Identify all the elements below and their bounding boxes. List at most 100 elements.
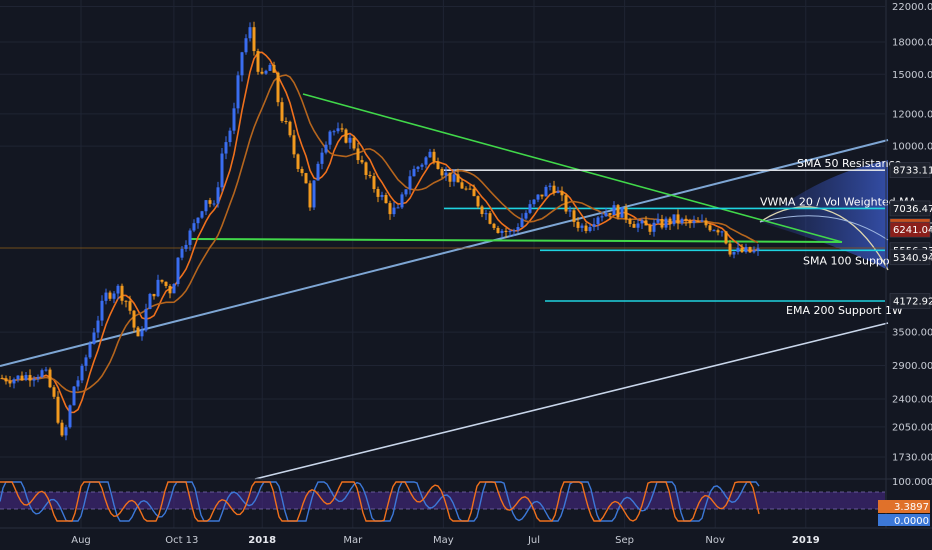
candle-up: [596, 217, 600, 225]
candle-down: [448, 172, 452, 182]
candle-down: [748, 247, 752, 253]
price-tick-label: 10000.00: [892, 142, 932, 153]
candle-down: [572, 210, 576, 222]
candle-down: [480, 206, 484, 215]
candle-up: [228, 130, 232, 143]
level-tag: [889, 293, 931, 309]
time-tick-label: Jul: [527, 535, 540, 546]
candle-up: [172, 284, 176, 294]
candle-down: [108, 292, 112, 299]
oscillator-value-b: 0.0000: [894, 516, 929, 527]
candle-down: [164, 281, 168, 286]
price-tag-label: 6241.04: [893, 225, 932, 236]
candle-up: [720, 231, 724, 233]
candle-down: [688, 220, 692, 224]
candle-up: [112, 293, 116, 299]
level-tag-label: 8733.11: [893, 166, 932, 177]
candle-up: [752, 250, 756, 253]
ma-slow-line: [1, 74, 759, 394]
candle-up: [212, 203, 216, 205]
candle-down: [708, 225, 712, 231]
candle-up: [184, 244, 188, 249]
candle-down: [276, 72, 280, 103]
candle-down: [384, 195, 388, 204]
candle-up: [312, 180, 316, 208]
candle-up: [664, 218, 668, 228]
candle-up: [672, 214, 676, 225]
candle-up: [756, 248, 760, 251]
candle-up: [600, 216, 604, 218]
candle-up: [416, 166, 420, 169]
candle-down: [280, 102, 284, 121]
candle-down: [272, 64, 276, 73]
oscillator-tag-a: [890, 500, 930, 513]
candle-up: [224, 142, 228, 154]
level-lines: [444, 169, 885, 302]
candle-up: [712, 230, 716, 232]
candle-down: [296, 154, 300, 169]
candle-up: [612, 205, 616, 216]
moving-averages: [1, 51, 759, 414]
candle-up: [240, 52, 244, 76]
candle-down: [364, 162, 368, 175]
candle-down: [260, 71, 264, 74]
candle-down: [292, 135, 296, 155]
time-tick-label: Oct: [165, 535, 182, 546]
candle-up: [380, 195, 384, 197]
annotations: SMA 50 Resistance VWMA 20 / Vol Weighted …: [760, 157, 917, 317]
candle-up: [636, 223, 640, 228]
candle-down: [716, 230, 720, 233]
candle-up: [12, 379, 16, 384]
price-tick-label: 15000.00: [892, 70, 932, 81]
candle-up: [520, 218, 524, 228]
candle-down: [584, 225, 588, 231]
candle-up: [620, 207, 624, 218]
price-tick-label: 1730.00: [892, 453, 932, 464]
candle-up: [580, 225, 584, 228]
candle-up: [76, 380, 80, 387]
candle-up: [268, 64, 272, 71]
candle-down: [616, 205, 620, 218]
candle-down: [632, 224, 636, 228]
candle-up: [36, 377, 40, 379]
candle-down: [728, 243, 732, 255]
candle-down: [576, 221, 580, 228]
candle-down: [660, 218, 664, 228]
candle-down: [628, 219, 632, 225]
candle-up: [68, 405, 72, 428]
candle-up: [508, 231, 512, 233]
candle-up: [180, 248, 184, 258]
candle-down: [496, 227, 500, 233]
candle-down: [696, 220, 700, 222]
candle-up: [452, 174, 456, 182]
level-annotation: SMA 100 Support: [803, 254, 899, 267]
candle-down: [460, 182, 464, 189]
price-tick-label: 2400.00: [892, 395, 932, 406]
time-tick-label: May: [433, 535, 454, 546]
candle-up: [524, 212, 528, 219]
candle-down: [136, 327, 140, 337]
oscillator-d-line: [0, 481, 760, 522]
candle-up: [568, 210, 572, 212]
candle-up: [140, 330, 144, 337]
time-tick-label: Mar: [343, 535, 363, 546]
candle-down: [456, 174, 460, 183]
time-tick-label: Aug: [71, 535, 91, 546]
price-axis: 22000.00 18000.00 15000.00 12000.00 10000.00…: [0, 0, 932, 529]
oscillator-swatch-a: [878, 500, 890, 513]
trendline-green-lower: [189, 238, 843, 243]
candle-down: [676, 214, 680, 224]
candle-down: [256, 51, 260, 72]
oscillator-tag-b: [890, 514, 930, 526]
oscillator-band: [0, 492, 885, 509]
candle-up: [604, 212, 608, 217]
time-tick-label: 13: [186, 535, 199, 546]
candle-up: [324, 144, 328, 153]
candle-up: [700, 220, 704, 222]
level-tag-label: 7036.47: [893, 204, 932, 215]
candle-up: [396, 207, 400, 209]
candle-down: [668, 218, 672, 225]
candle-up: [400, 194, 404, 208]
candle-up: [236, 75, 240, 109]
